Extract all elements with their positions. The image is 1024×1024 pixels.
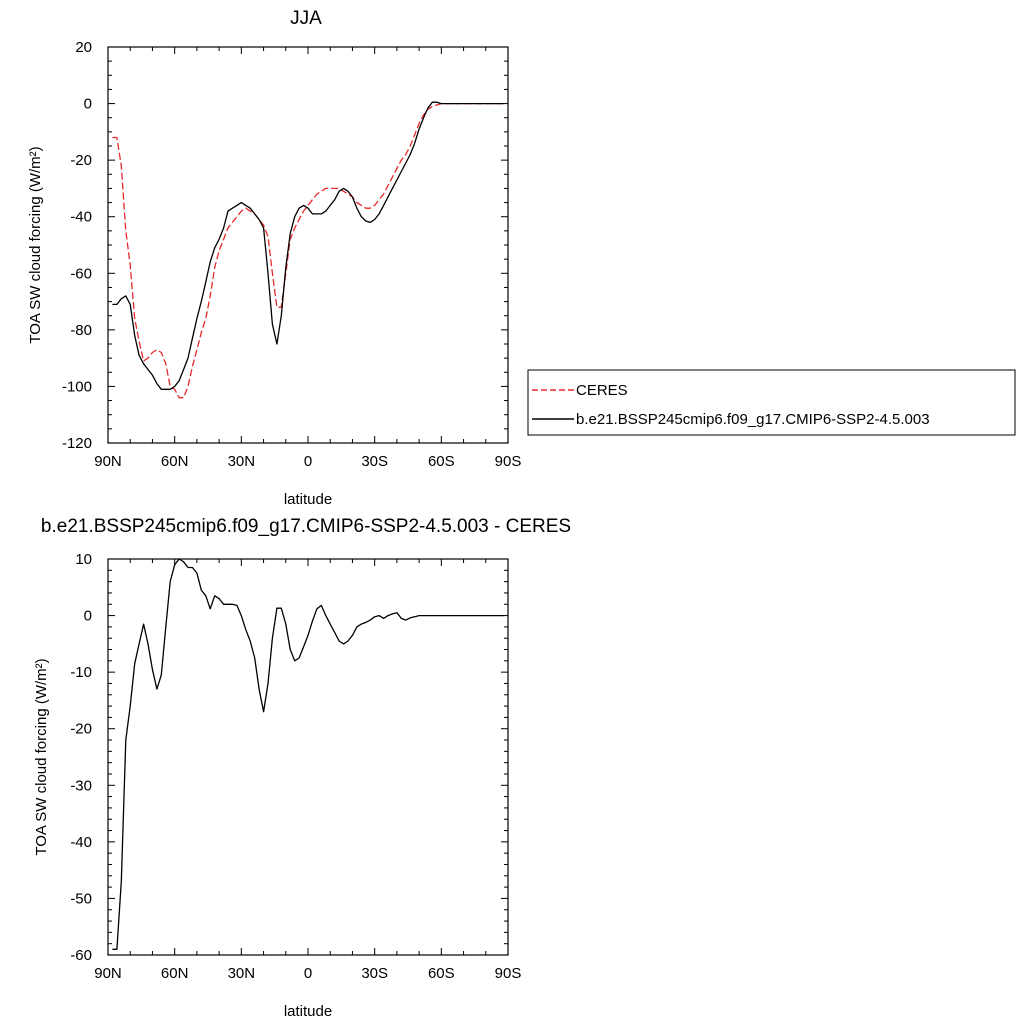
top-series-line-0 <box>112 102 504 399</box>
top-y-tick-label: -80 <box>70 322 92 339</box>
legend: CERES b.e21.BSSP245cmip6.f09_g17.CMIP6-S… <box>527 369 1016 436</box>
bottom-y-tick-label: -10 <box>70 664 92 681</box>
top-y-tick-label: -120 <box>62 435 92 452</box>
top-y-tick-label: 0 <box>84 96 92 113</box>
top-chart: JJA 90N 60N 30N 0 30S 60S 90S 20 0 -20 -40 -60 -80 -… <box>27 8 1016 508</box>
bottom-series-line-0 <box>112 558 504 950</box>
top-x-axis-label: latitude <box>284 491 332 508</box>
bottom-x-tick-label: 0 <box>304 965 312 982</box>
top-y-axis-label: TOA SW cloud forcing (W/m²) <box>27 146 44 343</box>
bottom-x-tick-label: 60S <box>428 965 455 982</box>
top-series-line-1 <box>112 101 504 390</box>
top-x-tick-label: 0 <box>304 453 312 470</box>
bottom-x-tick-label: 90S <box>495 965 522 982</box>
top-axis-ticks <box>107 46 509 444</box>
top-x-tick-label: 90S <box>495 453 522 470</box>
bottom-chart-title: b.e21.BSSP245cmip6.f09_g17.CMIP6-SSP2-4.… <box>41 516 571 537</box>
legend-box <box>527 369 1016 436</box>
bottom-y-tick-labels: 10 0 -10 -20 -30 -40 -50 -60 <box>70 551 92 964</box>
bottom-y-tick-label: -60 <box>70 947 92 964</box>
top-x-tick-label: 30N <box>228 453 256 470</box>
top-series-lines <box>112 101 504 399</box>
top-plot-frame <box>107 46 509 444</box>
bottom-y-tick-label: 0 <box>84 608 92 625</box>
top-x-tick-label: 60N <box>161 453 189 470</box>
top-x-tick-label: 30S <box>361 453 388 470</box>
bottom-y-tick-label: -20 <box>70 721 92 738</box>
bottom-chart: b.e21.BSSP245cmip6.f09_g17.CMIP6-SSP2-4.… <box>33 516 571 1020</box>
bottom-y-tick-label: 10 <box>75 551 92 568</box>
top-x-tick-label: 90N <box>94 453 122 470</box>
bottom-y-tick-label: -40 <box>70 834 92 851</box>
bottom-x-tick-label: 60N <box>161 965 189 982</box>
top-y-tick-label: -100 <box>62 378 92 395</box>
bottom-axis-ticks <box>107 558 509 956</box>
legend-label-ceres: CERES <box>576 382 628 399</box>
bottom-x-tick-label: 30N <box>228 965 256 982</box>
bottom-y-axis-label: TOA SW cloud forcing (W/m²) <box>33 658 50 855</box>
top-y-tick-label: -60 <box>70 265 92 282</box>
bottom-y-tick-label: -30 <box>70 777 92 794</box>
top-y-tick-labels: 20 0 -20 -40 -60 -80 -100 -120 <box>62 39 92 452</box>
bottom-x-tick-label: 30S <box>361 965 388 982</box>
bottom-x-tick-labels: 90N 60N 30N 0 30S 60S 90S <box>94 965 521 982</box>
top-y-tick-label: -40 <box>70 209 92 226</box>
top-y-tick-label: -20 <box>70 152 92 169</box>
top-x-tick-label: 60S <box>428 453 455 470</box>
bottom-x-tick-label: 90N <box>94 965 122 982</box>
top-chart-title: JJA <box>290 8 322 29</box>
bottom-plot-frame <box>107 558 509 956</box>
bottom-x-axis-label: latitude <box>284 1003 332 1020</box>
top-x-tick-labels: 90N 60N 30N 0 30S 60S 90S <box>94 453 521 470</box>
legend-label-model: b.e21.BSSP245cmip6.f09_g17.CMIP6-SSP2-4.… <box>576 411 930 428</box>
top-y-tick-label: 20 <box>75 39 92 56</box>
bottom-series-lines <box>112 558 504 950</box>
bottom-y-tick-label: -50 <box>70 890 92 907</box>
